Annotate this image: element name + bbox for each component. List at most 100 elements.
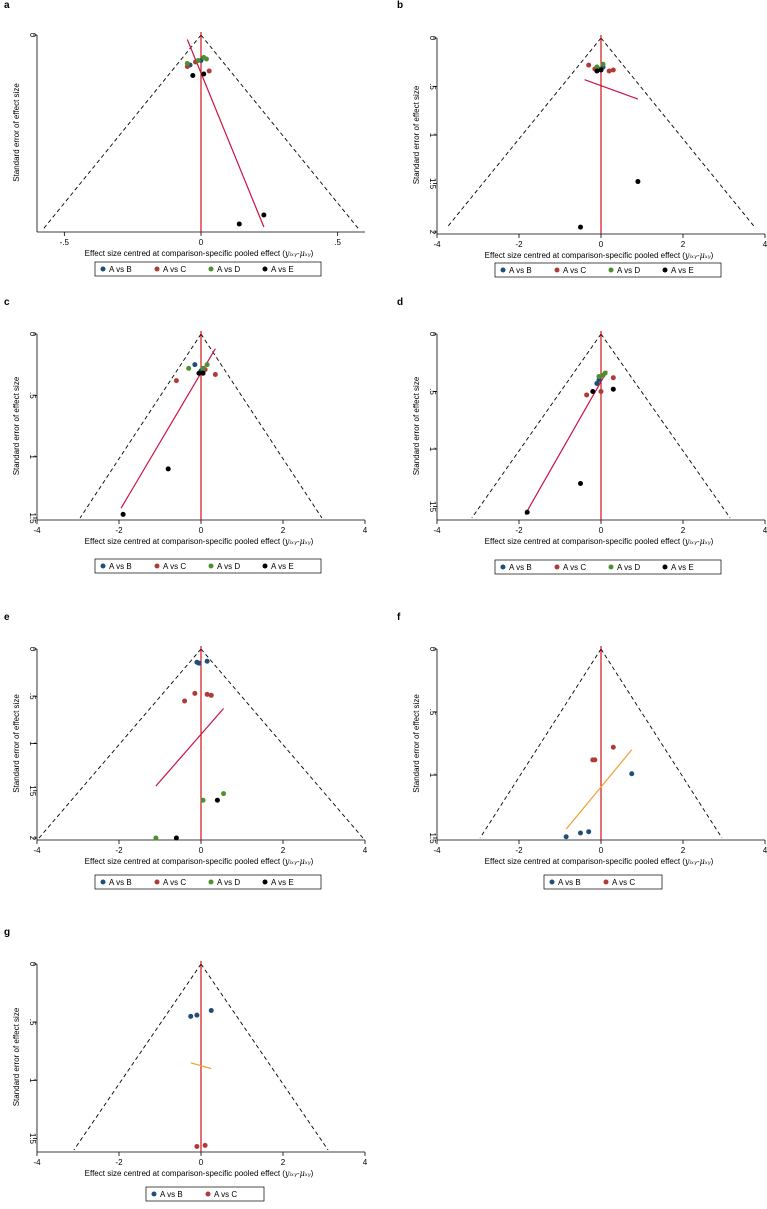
- legend-label: A vs C: [163, 265, 186, 274]
- point-a-vs-e: [120, 511, 126, 517]
- point-a-vs-e: [201, 71, 207, 77]
- x-tick-label: 2: [281, 846, 286, 855]
- point-a-vs-e: [173, 835, 179, 841]
- legend-label: A vs B: [558, 878, 581, 887]
- legend-box: [94, 558, 322, 574]
- legend-label: A vs C: [214, 1190, 237, 1199]
- y-tick-label: 0: [28, 33, 37, 38]
- x-axis-title: Effect size centred at comparison-specif…: [85, 857, 314, 866]
- legend-label: A vs E: [271, 878, 294, 887]
- y-tick-label: 1: [28, 741, 37, 746]
- legend-label: A vs B: [509, 563, 532, 572]
- legend-marker: [208, 563, 214, 569]
- legend-marker: [554, 564, 560, 570]
- point-a-vs-b: [196, 660, 202, 666]
- x-tick-label: 0: [199, 238, 204, 247]
- x-tick-label: 4: [763, 526, 767, 535]
- point-a-vs-c: [202, 1142, 208, 1148]
- point-a-vs-b: [563, 834, 569, 840]
- legend-label: A vs B: [109, 878, 132, 887]
- point-a-vs-e: [578, 224, 583, 230]
- funnel-right-line: [600, 648, 723, 839]
- point-a-vs-b: [192, 362, 198, 368]
- legend-marker: [151, 1191, 157, 1197]
- funnel-left-line: [446, 37, 602, 228]
- point-a-vs-c: [606, 68, 612, 74]
- legend-marker: [549, 879, 555, 885]
- x-tick-label: 0: [199, 846, 204, 855]
- y-tick-label: .5: [28, 1019, 37, 1026]
- x-axis-title: Effect size centred at comparison-specif…: [85, 537, 314, 546]
- panel-f: f -4 -2 0 2 4 0 .5 1 1.5 Standard error of effect …: [397, 612, 767, 890]
- legend-marker: [608, 564, 614, 570]
- legend-marker: [500, 267, 506, 273]
- panel-label: b: [397, 0, 403, 11]
- y-axis-title: Standard error of effect size: [12, 83, 21, 182]
- funnel-right-line: [200, 648, 364, 839]
- x-axis-title: Effect size centred at comparison-specif…: [485, 251, 714, 260]
- point-a-vs-c: [586, 62, 592, 68]
- point-a-vs-d: [200, 797, 206, 803]
- x-tick-label: 2: [681, 846, 686, 855]
- funnel-right-line: [600, 333, 731, 519]
- point-a-vs-c: [173, 378, 179, 384]
- y-tick-label: .5: [428, 709, 437, 716]
- y-tick-label: 0: [28, 962, 37, 967]
- fitted-regression-line: [524, 370, 608, 515]
- y-tick-label: .5: [428, 388, 437, 395]
- y-axis-title: Standard error of effect size: [412, 85, 421, 184]
- x-tick-label: 4: [763, 240, 767, 249]
- point-a-vs-e: [190, 73, 196, 78]
- legend-marker: [154, 266, 160, 272]
- point-a-vs-d: [602, 370, 608, 376]
- funnel-left-line: [79, 333, 202, 519]
- legend-marker: [603, 879, 609, 885]
- y-tick-label: .5: [428, 83, 437, 90]
- y-tick-label: 1.5: [428, 832, 437, 844]
- point-a-vs-e: [590, 389, 596, 394]
- legend-label: A vs E: [671, 563, 694, 572]
- point-a-vs-b: [188, 1013, 194, 1019]
- point-a-vs-b: [208, 1008, 214, 1013]
- x-tick-label: -4: [33, 1158, 41, 1167]
- panel-e: e -4 -2 0 2 4 0 .5 1 1.5 2 Standard error of effect…: [4, 612, 368, 890]
- y-tick-label: .5: [28, 392, 37, 399]
- legend-marker: [262, 563, 268, 569]
- y-tick-label: 2: [28, 836, 37, 841]
- funnel-right-line: [600, 37, 756, 228]
- legend-marker: [554, 267, 560, 273]
- x-tick-label: -2: [515, 526, 523, 535]
- point-a-vs-c: [598, 389, 604, 394]
- x-tick-label: -2: [515, 240, 523, 249]
- y-tick-label: 1.5: [28, 785, 37, 797]
- x-axis-title: Effect size centred at comparison-specif…: [85, 1169, 314, 1178]
- point-a-vs-c: [206, 68, 212, 74]
- point-a-vs-e: [214, 797, 220, 803]
- x-tick-label: -4: [433, 526, 441, 535]
- point-a-vs-d: [203, 56, 209, 62]
- point-a-vs-d: [153, 835, 159, 841]
- legend-label: A vs D: [217, 878, 240, 887]
- point-a-vs-e: [236, 221, 242, 227]
- point-a-vs-c: [194, 1144, 200, 1150]
- panel-label: c: [4, 297, 10, 308]
- legend-label: A vs E: [271, 265, 294, 274]
- legend: A vs B A vs C: [543, 874, 663, 890]
- point-a-vs-c: [212, 371, 218, 377]
- point-a-vs-c: [610, 67, 616, 73]
- y-axis-title: Standard error of effect size: [12, 376, 21, 475]
- point-a-vs-e: [635, 179, 641, 185]
- point-a-vs-c: [208, 692, 214, 698]
- legend-marker: [154, 879, 160, 885]
- y-tick-label: 1: [428, 447, 437, 452]
- legend-box: [94, 874, 322, 890]
- point-a-vs-d: [186, 365, 192, 371]
- y-tick-label: .5: [28, 693, 37, 700]
- y-tick-label: 1: [428, 773, 437, 778]
- x-tick-label: -4: [433, 846, 441, 855]
- point-a-vs-e: [196, 370, 202, 376]
- point-a-vs-d: [195, 58, 201, 63]
- legend-label: A vs E: [271, 562, 294, 571]
- y-axis-title: Standard error of effect size: [12, 694, 21, 793]
- x-tick-label: 2: [681, 526, 686, 535]
